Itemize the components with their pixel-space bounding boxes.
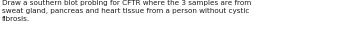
Text: Draw a southern blot probing for CFTR where the 3 samples are from
sweat gland, : Draw a southern blot probing for CFTR wh… — [2, 0, 251, 22]
